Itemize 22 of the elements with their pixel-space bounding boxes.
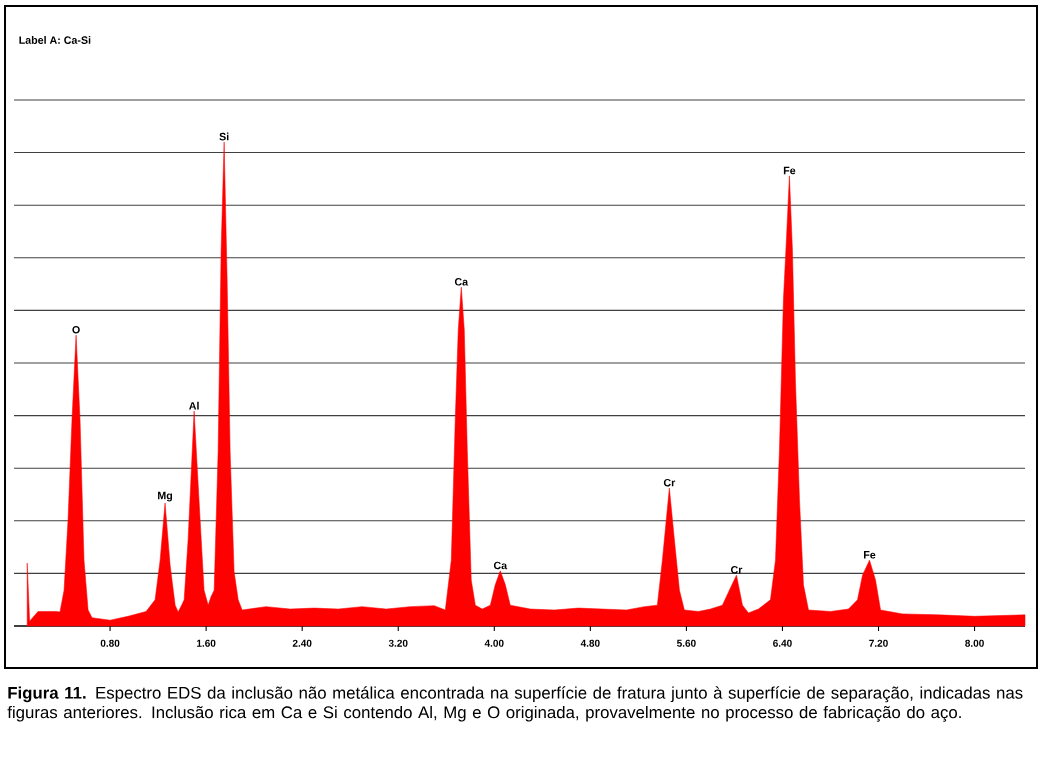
annotation: Ca xyxy=(454,278,469,286)
annotation: Mg xyxy=(158,491,173,502)
annotation: Fe xyxy=(863,551,876,559)
x-tick-label: 3.20 xyxy=(388,639,408,647)
text: Figura 11. Espectro EDS da inclusão não metálica encontrada na superfície de fratura junto à superfície de separação, indicadas nas figuras anteriores. Inclusão rica em Ca e Si contendo Al, Mg e O originada, provavelmente no processo de fabricação do aço. xyxy=(7,686,1023,722)
x-tick-label: 7.20 xyxy=(869,639,888,647)
x-tick-label: 1.60 xyxy=(197,639,216,647)
x-tick-label: 4.80 xyxy=(580,639,600,647)
x-tick-label: 6.40 xyxy=(773,639,792,647)
x-tick-label: 0.80 xyxy=(100,639,120,647)
annotation: Al xyxy=(189,401,199,410)
annotation: O xyxy=(72,325,80,334)
annotation: Cr xyxy=(730,566,743,574)
annotation: Fe xyxy=(783,166,796,175)
x-tick-label: 8.00 xyxy=(965,639,984,647)
x-tick-label: 4.00 xyxy=(484,639,504,647)
x-tick-label: 2.40 xyxy=(292,639,312,647)
annotation: Cr xyxy=(663,478,676,487)
x-tick-label: 5.60 xyxy=(676,639,696,647)
annotation: Si xyxy=(219,132,229,141)
annotation: Ca xyxy=(493,561,508,570)
chart-title: Label A: Ca-Si xyxy=(19,36,91,44)
